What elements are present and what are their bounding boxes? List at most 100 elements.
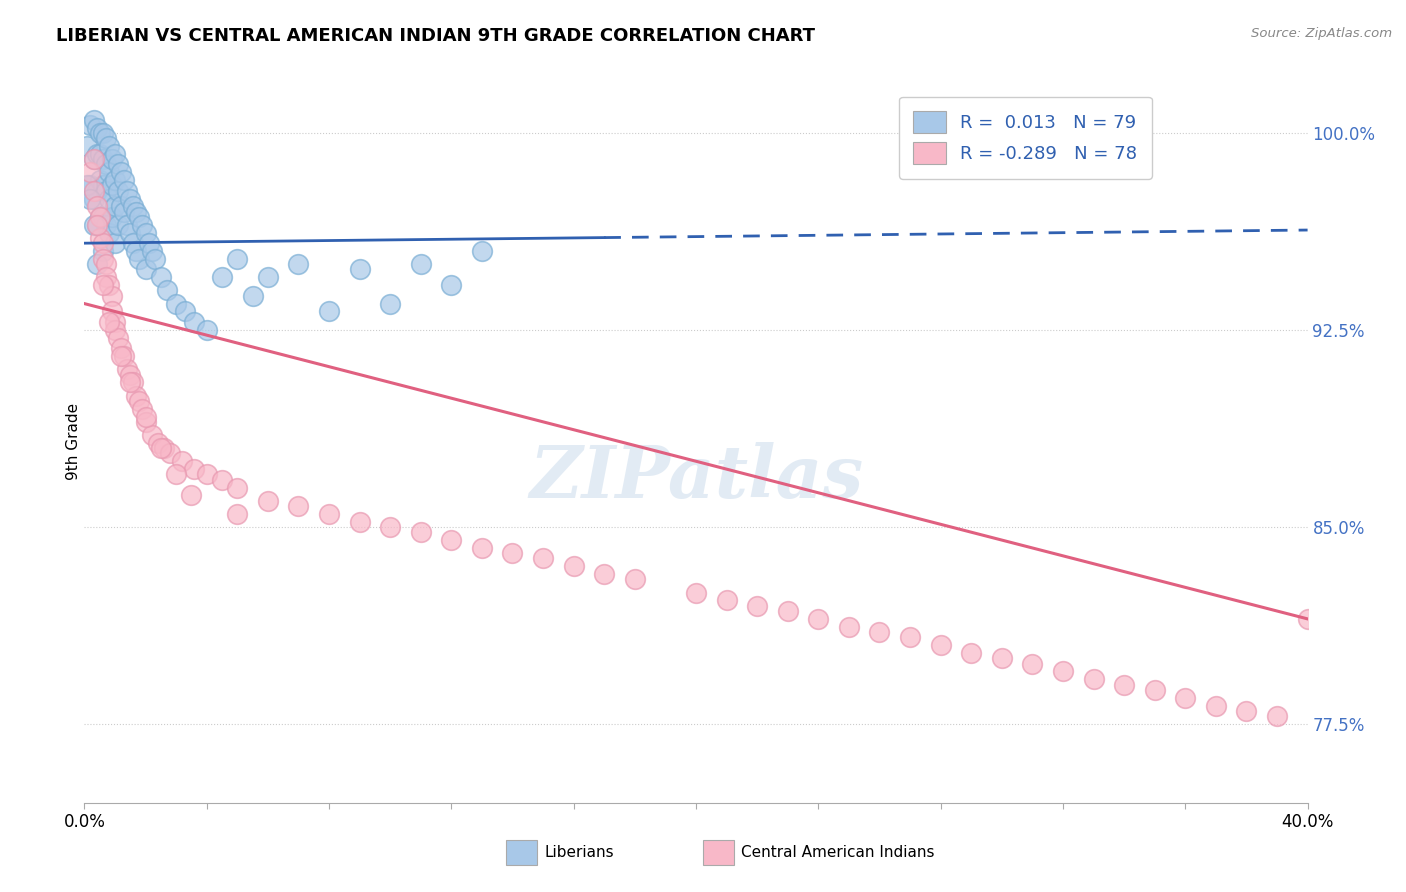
Point: [409, 257, 432, 271]
Point: [89, 173, 111, 187]
Point: [97, 139, 120, 153]
Point: [86, 199, 108, 213]
Point: [79, 192, 101, 206]
Point: [318, 507, 340, 521]
Point: [156, 284, 179, 298]
Point: [174, 304, 197, 318]
Point: [86, 184, 108, 198]
Point: [287, 257, 309, 271]
Point: [125, 388, 148, 402]
Point: [776, 604, 799, 618]
Point: [91, 252, 114, 266]
Point: [120, 376, 142, 390]
Point: [101, 210, 124, 224]
Point: [104, 315, 127, 329]
Point: [562, 559, 585, 574]
Point: [128, 210, 150, 224]
Point: [135, 262, 157, 277]
Point: [104, 323, 127, 337]
Point: [115, 362, 138, 376]
Point: [257, 493, 280, 508]
Point: [195, 467, 218, 482]
Point: [135, 409, 157, 424]
Point: [120, 192, 142, 206]
Point: [120, 368, 142, 382]
Point: [107, 184, 129, 198]
Point: [97, 315, 120, 329]
Point: [86, 218, 108, 232]
Point: [471, 244, 494, 258]
Point: [83, 112, 105, 127]
Point: [287, 499, 309, 513]
Point: [165, 467, 187, 482]
Point: [101, 289, 124, 303]
Point: [149, 441, 172, 455]
Point: [112, 349, 135, 363]
Point: [226, 252, 249, 266]
Point: [110, 341, 132, 355]
Point: [135, 415, 157, 429]
Text: Central American Indians: Central American Indians: [741, 846, 935, 860]
Point: [91, 236, 114, 251]
Point: [94, 157, 117, 171]
Point: [128, 252, 150, 266]
Point: [86, 257, 108, 271]
Point: [146, 435, 169, 450]
Legend: R =  0.013   N = 79, R = -0.289   N = 78: R = 0.013 N = 79, R = -0.289 N = 78: [898, 96, 1152, 178]
Text: Source: ZipAtlas.com: Source: ZipAtlas.com: [1251, 27, 1392, 40]
Point: [104, 173, 127, 187]
Point: [242, 289, 264, 303]
Point: [165, 296, 187, 310]
Point: [115, 218, 138, 232]
Point: [141, 428, 163, 442]
Point: [1114, 677, 1136, 691]
Point: [89, 231, 111, 245]
Point: [83, 218, 105, 232]
Point: [89, 146, 111, 161]
Point: [83, 192, 105, 206]
Point: [716, 593, 738, 607]
Point: [159, 446, 181, 460]
Point: [149, 270, 172, 285]
Point: [1143, 682, 1166, 697]
Point: [1265, 709, 1288, 723]
Point: [135, 226, 157, 240]
Point: [91, 126, 114, 140]
Point: [91, 178, 114, 193]
Point: [349, 515, 371, 529]
Point: [97, 192, 120, 206]
Point: [991, 651, 1014, 665]
Point: [122, 236, 145, 251]
Point: [440, 278, 463, 293]
Point: [104, 236, 127, 251]
Point: [94, 131, 117, 145]
Point: [838, 620, 860, 634]
Point: [94, 257, 117, 271]
Point: [104, 199, 127, 213]
Point: [91, 210, 114, 224]
Point: [101, 304, 124, 318]
Point: [211, 270, 233, 285]
Point: [97, 226, 120, 240]
Point: [869, 625, 891, 640]
Point: [107, 331, 129, 345]
Point: [141, 244, 163, 258]
Point: [440, 533, 463, 547]
Point: [1021, 657, 1043, 671]
Point: [101, 152, 124, 166]
Point: [115, 184, 138, 198]
Point: [624, 573, 647, 587]
Point: [107, 218, 129, 232]
Point: [593, 567, 616, 582]
Point: [898, 630, 921, 644]
Point: [86, 120, 108, 135]
Point: [110, 165, 132, 179]
Point: [110, 199, 132, 213]
Point: [89, 210, 111, 224]
Point: [349, 262, 371, 277]
Point: [131, 401, 153, 416]
Point: [91, 278, 114, 293]
Point: [318, 304, 340, 318]
Point: [153, 441, 176, 455]
Point: [685, 585, 707, 599]
